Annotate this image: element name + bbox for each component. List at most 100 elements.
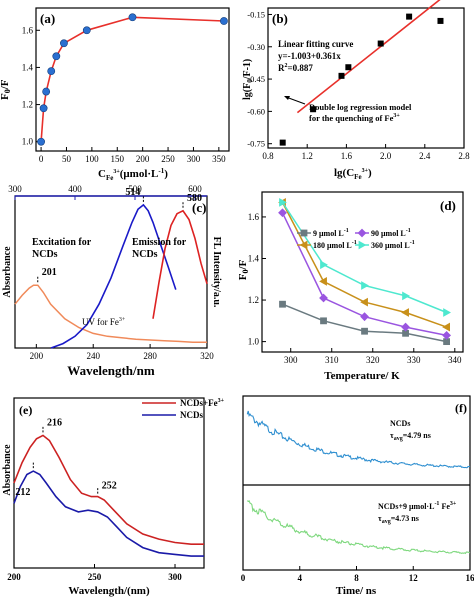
panel-d-point [443, 338, 450, 346]
panel-b-xtick-label: 2.4 [419, 151, 431, 161]
panel-d-series-line [282, 303, 447, 343]
panel-b-annotation-1: Double log regression model [309, 102, 412, 112]
panel-b-arrowhead [284, 96, 290, 100]
panel-e-xtick-label: 250 [88, 572, 102, 582]
panel-c-xlabel: Wavelength/nm [67, 363, 155, 378]
panel-d-point [360, 312, 369, 322]
panel-e-ylabel: Absorbance [2, 444, 13, 496]
panel-e-xtick-label: 300 [168, 572, 182, 582]
panel-c-bottom-xtick-label: 320 [200, 351, 214, 361]
panel-a-ytick-label: 1.2 [22, 100, 33, 110]
panel-d-point [278, 208, 287, 218]
panel-c-uv-label: UV for Fe3+ [82, 317, 126, 327]
panel-b-xtick-label: 2.0 [380, 151, 392, 161]
panel-a-ytick-label: 1.0 [22, 137, 34, 147]
panel-a-xtick-label: 100 [85, 154, 99, 164]
panel-d-point [402, 291, 410, 301]
panel-d-point [279, 300, 286, 308]
panel-f-xlabel: Time/ ns [336, 585, 377, 597]
panel-a-point [60, 39, 68, 48]
panel-d-label: (d) [440, 198, 456, 213]
panel-f-xtick-label: 4 [298, 573, 303, 583]
panel-d-point [401, 322, 410, 332]
panel-d-series-line [281, 201, 447, 314]
panel-f: (f) 0 4 8 12 16 NCDs τavg=4.79 ns NCDs+9 μmo… [241, 395, 474, 597]
panel-a-point [82, 26, 91, 35]
panel-e-series-ncds [13, 470, 204, 557]
panel-f-top-tau: τavg=4.79 ns [390, 431, 431, 442]
panel-a-point [52, 52, 61, 61]
panel-d-xtick-label: 320 [366, 355, 380, 365]
panel-d-point [443, 308, 451, 317]
panel-d-ylabel: F0/F [237, 259, 250, 280]
panel-d-point [279, 197, 287, 207]
panel-e-series-ncds-fe [13, 434, 204, 545]
panel-d-point [320, 317, 327, 325]
panel-b-xlabel: lg(CFe3+) [334, 167, 372, 181]
panel-a-xtick-label: 150 [111, 154, 125, 164]
panel-a-xlabel: CFe3+(μmol·L-1) [98, 167, 168, 182]
panel-d-legend-marker [357, 228, 367, 238]
panel-a-frame [35, 7, 230, 152]
panel-b-point [437, 17, 444, 24]
panel-d-point [401, 308, 409, 317]
panel-f-decay-ncds-fe [246, 499, 471, 555]
panel-e-legend-label: NCDs [180, 410, 203, 420]
panel-d-point [360, 297, 368, 307]
panel-b-xtick-label: 0.8 [262, 151, 274, 161]
panel-c-emission-label-2: NCDs [132, 249, 158, 260]
panel-c-excitation-label-2: NCDs [32, 249, 58, 260]
panel-b-equation: y=-1.003+0.361x [278, 51, 341, 61]
panel-b-point [345, 64, 352, 71]
panel-e-peak-label: 212 [15, 487, 30, 498]
panel-f-label: (f) [455, 401, 467, 415]
panel-c-ylabel-left: Absorbance [2, 246, 13, 298]
panel-d-point [442, 322, 450, 332]
panel-e-xtick-label: 200 [7, 572, 21, 582]
panel-f-decay-ncds [246, 410, 471, 469]
panel-d-xtick-label: 330 [407, 355, 421, 365]
panel-b-frame [267, 7, 465, 149]
panel-a-label: (a) [40, 11, 55, 26]
panel-d-xtick-label: 310 [325, 355, 339, 365]
panel-d-legend-label: 9 μmol L-1 [313, 228, 349, 238]
panel-b-xtick-label: 2.8 [458, 151, 470, 161]
panel-c-peak-label: 580 [187, 193, 202, 204]
panel-b-annotation-arrow [285, 96, 306, 105]
panel-f-xtick-label: 0 [241, 573, 246, 583]
panel-d-point [320, 260, 328, 270]
panel-f-xtick-label: 8 [354, 573, 359, 583]
panel-d-legend-marker [358, 240, 367, 250]
panel-b-point [338, 72, 345, 79]
panel-d-legend-marker [299, 240, 308, 250]
panel-b-point [406, 13, 413, 20]
panel-b-point [377, 40, 384, 47]
panel-e: (e) 200 250 300 216 212 252 NCDs+Fe3+ NCDs Ab… [2, 397, 225, 597]
panel-c-bottom-xtick-label: 240 [86, 351, 100, 361]
panel-b-point [310, 106, 317, 113]
panel-b-annotation-2: for the quenching of Fe3+ [309, 113, 400, 123]
panel-b-legend-title: Linear fitting curve [278, 39, 353, 49]
panel-d-frame [261, 191, 464, 353]
panel-a-point [37, 137, 45, 146]
panel-d-legend-label: 360 μmol L-1 [371, 240, 415, 250]
panel-a-xtick-label: 200 [136, 154, 150, 164]
panel-d-legend-label: 90 μmol L-1 [371, 228, 411, 238]
panel-c-peak-label: 514 [125, 187, 140, 198]
panel-b-ytick-label: -0.75 [247, 139, 265, 149]
panel-b-xtick-label: 1.2 [302, 151, 313, 161]
panel-b-xtick-label: 1.6 [341, 151, 353, 161]
panel-b-fit-line [296, 0, 441, 114]
panel-b-point [279, 139, 286, 146]
panel-d-point [442, 330, 451, 340]
panel-a-point [47, 67, 56, 76]
panel-d-ytick-label: 1.0 [248, 337, 260, 347]
panel-a-xtick-label: 250 [161, 154, 175, 164]
panel-a-point [42, 87, 51, 96]
panel-d-xtick-label: 340 [448, 355, 462, 365]
panel-d-point [361, 281, 369, 290]
panel-c-top-xtick-label: 500 [128, 184, 142, 194]
panel-c-bottom-xtick-label: 280 [143, 351, 157, 361]
panel-a-xtick-label: 50 [62, 154, 72, 164]
panel-a-point [39, 104, 48, 113]
